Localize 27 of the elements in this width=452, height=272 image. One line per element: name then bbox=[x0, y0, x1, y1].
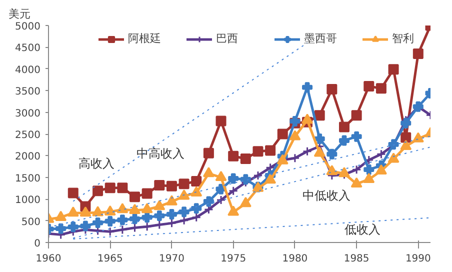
x-tick-label: 1970 bbox=[159, 254, 184, 264]
annotation: 中低收入 bbox=[302, 188, 350, 202]
legend-label: 墨西哥 bbox=[304, 31, 338, 46]
y-tick-label: 5000 bbox=[15, 22, 41, 32]
annotation: 低收入 bbox=[344, 222, 380, 236]
x-tick-label: 1965 bbox=[97, 254, 123, 264]
x-tick-label: 1990 bbox=[405, 254, 431, 264]
annotation: 高收入 bbox=[78, 156, 114, 170]
x-tick-label: 1960 bbox=[36, 254, 62, 264]
y-tick-label: 2000 bbox=[15, 152, 41, 163]
x-tick-label: 1980 bbox=[282, 254, 308, 264]
legend-label: 巴西 bbox=[216, 31, 239, 46]
y-tick-label: 0 bbox=[34, 238, 41, 250]
y-tick-label: 1000 bbox=[15, 195, 41, 206]
annotation: 中高收入 bbox=[136, 146, 184, 160]
x-tick-label: 1985 bbox=[344, 254, 370, 264]
y-tick-label: 500 bbox=[21, 216, 41, 228]
x-tick-label: 1975 bbox=[220, 254, 246, 264]
y-tick-label: 4000 bbox=[15, 64, 41, 76]
y-tick-label: 2500 bbox=[15, 130, 41, 141]
y-tick-label: 3000 bbox=[15, 108, 41, 120]
y-tick-label: 3500 bbox=[15, 86, 41, 98]
y-axis-title: 美元 bbox=[8, 8, 30, 20]
y-tick-label: 1500 bbox=[15, 173, 41, 184]
legend-label: 阿根廷 bbox=[128, 31, 162, 46]
y-tick-label: 4500 bbox=[15, 43, 41, 54]
legend-label: 智利 bbox=[392, 31, 415, 46]
